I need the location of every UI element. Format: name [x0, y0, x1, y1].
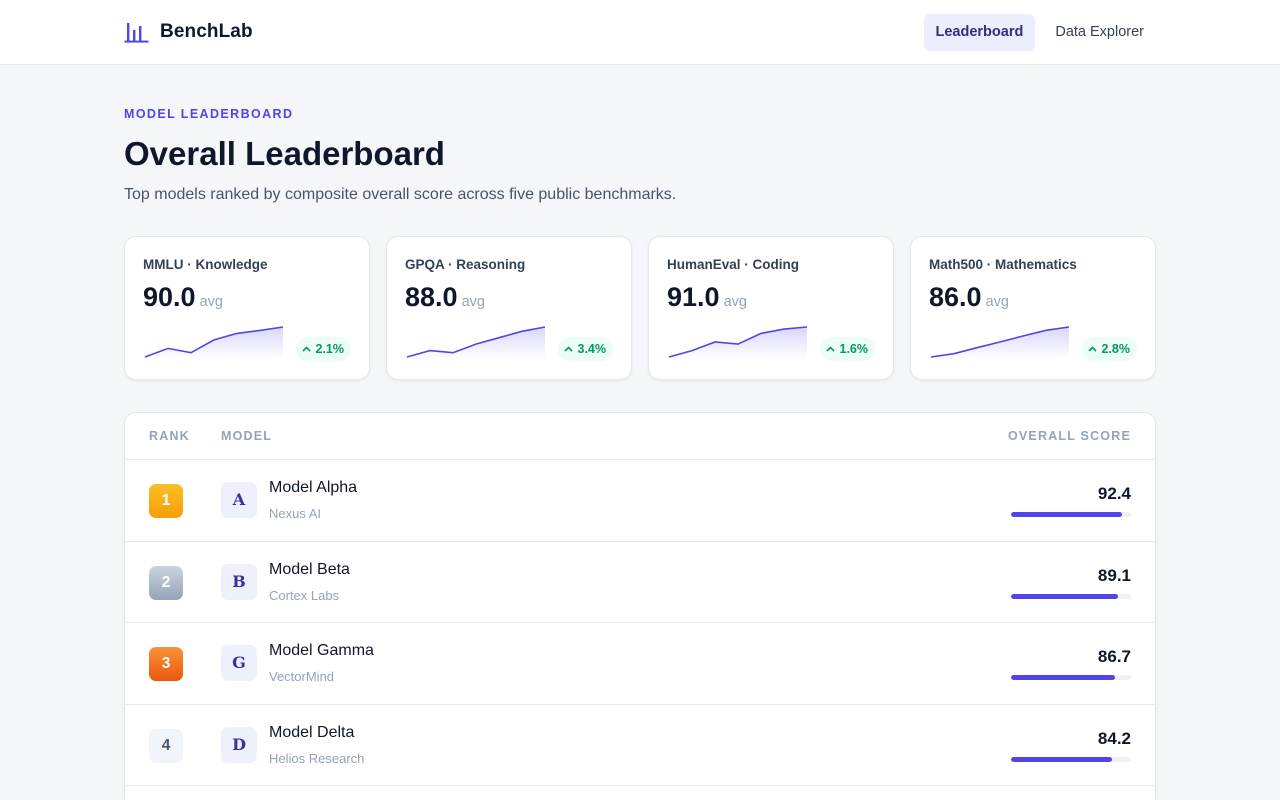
chevron-up-icon — [301, 346, 311, 352]
rank-badge: 1 — [149, 484, 183, 518]
model-organization: Cortex Labs — [269, 587, 340, 603]
score-bar — [1011, 512, 1131, 517]
sparkline — [930, 326, 1070, 359]
brand[interactable]: BenchLab — [124, 21, 253, 43]
bar-chart-logo-icon — [124, 21, 149, 43]
benchmark-value: 90.0 avg — [143, 282, 223, 312]
model-organization: VectorMind — [269, 669, 335, 684]
score-bar — [1011, 593, 1131, 599]
table-header: RANK MODEL OVERALL SCORE — [125, 413, 1155, 460]
score-bar — [1011, 756, 1131, 762]
section-eyebrow: MODEL LEADERBOARD — [124, 107, 294, 121]
model-avatar: D — [221, 726, 257, 763]
score-bar-fill — [1011, 675, 1116, 680]
sparkline — [144, 326, 284, 359]
overall-score: 89.1 — [1097, 565, 1131, 585]
benchmark-value: 91.0 avg — [667, 282, 747, 312]
column-header-rank[interactable]: RANK — [149, 429, 190, 443]
benchmark-value: 88.0 avg — [405, 282, 485, 312]
benchmark-cards: MMLU · Knowledge 90.0 avg 2.1% GPQA · Rea… — [124, 236, 1156, 380]
sparkline-line — [144, 326, 284, 358]
rank-badge: 4 — [149, 728, 183, 763]
delta-badge: 2.1% — [295, 337, 351, 361]
sparkline-line — [406, 326, 546, 358]
chevron-up-icon — [1087, 346, 1097, 352]
model-organization: Nexus AI — [269, 506, 322, 521]
benchmark-unit: avg — [199, 294, 223, 310]
table-row[interactable]: 1 A Model Alpha Nexus AI 92.4 — [125, 460, 1155, 542]
model-name[interactable]: Model Delta — [269, 723, 355, 741]
score-bar-fill — [1011, 512, 1122, 517]
column-header-model[interactable]: MODEL — [221, 429, 273, 443]
sparkline — [406, 326, 546, 359]
model-organization: Helios Research — [269, 750, 365, 766]
benchmark-unit: avg — [985, 294, 1009, 310]
benchmark-card-humaneval[interactable]: HumanEval · Coding 91.0 avg 1.6% — [648, 236, 894, 380]
table-row[interactable]: 3 G Model Gamma VectorMind 86.7 — [125, 623, 1155, 705]
main-nav: Leaderboard Data Explorer — [916, 14, 1157, 51]
sparkline-area — [145, 327, 283, 359]
benchmark-card-math500[interactable]: Math500 · Mathematics 86.0 avg 2.8% — [910, 236, 1156, 380]
score-bar-fill — [1011, 593, 1118, 599]
model-name[interactable]: Model Gamma — [269, 642, 374, 659]
benchmark-label: Math500 · Mathematics — [929, 257, 1077, 272]
benchmark-value: 86.0 avg — [929, 282, 1009, 312]
overall-score: 84.2 — [1097, 728, 1131, 748]
benchmark-unit: avg — [723, 294, 747, 310]
benchmark-label: GPQA · Reasoning — [405, 257, 526, 272]
benchmark-card-gpqa[interactable]: GPQA · Reasoning 88.0 avg 3.4% — [386, 236, 632, 380]
sparkline — [668, 326, 808, 359]
column-header-score[interactable]: OVERALL SCORE — [1007, 429, 1131, 443]
model-avatar: A — [221, 482, 257, 518]
sparkline-area — [669, 327, 807, 359]
top-navigation-bar: BenchLab Leaderboard Data Explorer — [0, 0, 1280, 65]
benchmark-label: MMLU · Knowledge — [143, 257, 268, 272]
score-bar-fill — [1011, 756, 1113, 762]
benchmark-card-mmlu[interactable]: MMLU · Knowledge 90.0 avg 2.1% — [124, 236, 370, 380]
score-bar — [1011, 675, 1131, 680]
chevron-up-icon — [825, 346, 835, 352]
page-title: Overall Leaderboard — [124, 135, 445, 172]
delta-badge: 1.6% — [819, 337, 875, 361]
model-avatar: B — [221, 563, 257, 600]
sparkline-area — [407, 327, 545, 359]
rank-badge: 3 — [149, 647, 183, 681]
table-row[interactable]: 4 D Model Delta Helios Research 84.2 — [125, 705, 1155, 786]
delta-badge: 2.8% — [1081, 337, 1137, 361]
nav-leaderboard[interactable]: Leaderboard — [923, 14, 1036, 51]
model-name[interactable]: Model Alpha — [269, 479, 358, 496]
benchmark-unit: avg — [461, 294, 485, 310]
rank-badge: 2 — [149, 565, 183, 600]
benchmark-label: HumanEval · Coding — [667, 257, 800, 272]
table-row[interactable]: 2 B Model Beta Cortex Labs 89.1 — [125, 542, 1155, 623]
brand-name: BenchLab — [160, 21, 253, 42]
overall-score: 92.4 — [1097, 484, 1131, 503]
delta-badge: 3.4% — [557, 337, 613, 361]
model-avatar: G — [221, 645, 257, 681]
page-subtitle: Top models ranked by composite overall s… — [124, 186, 677, 203]
leaderboard-table: RANK MODEL OVERALL SCORE 1 A Model Alpha… — [124, 412, 1156, 800]
nav-data-explorer[interactable]: Data Explorer — [1055, 24, 1144, 40]
sparkline-line — [930, 326, 1070, 358]
sparkline-line — [668, 326, 808, 358]
model-name[interactable]: Model Beta — [269, 560, 350, 578]
chevron-up-icon — [563, 346, 573, 352]
overall-score: 86.7 — [1097, 647, 1131, 666]
